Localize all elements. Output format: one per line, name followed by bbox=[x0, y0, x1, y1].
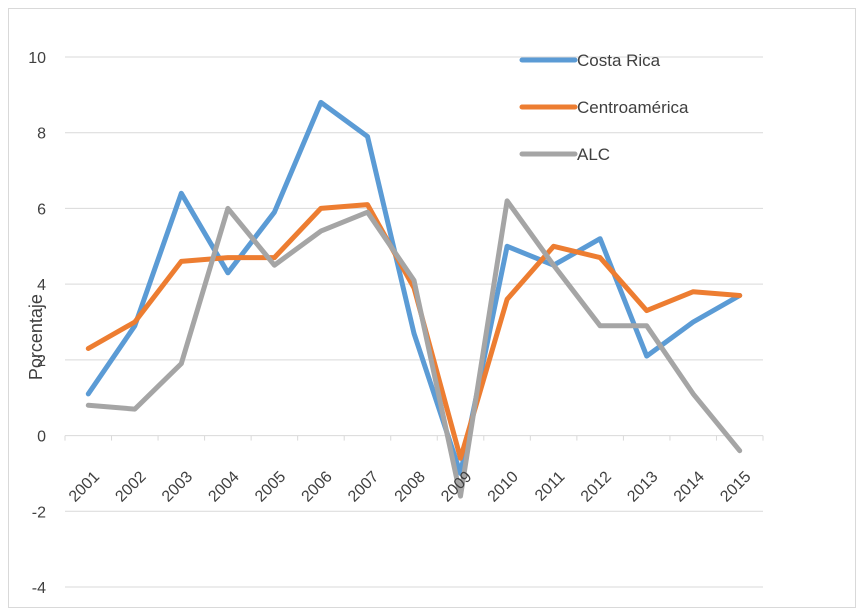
y-tick-label: -4 bbox=[32, 580, 46, 597]
legend-label: Centroamérica bbox=[577, 98, 689, 117]
x-tick-label: 2002 bbox=[112, 468, 149, 505]
x-tick-label: 2005 bbox=[252, 468, 289, 505]
x-tick-label: 2007 bbox=[345, 468, 382, 505]
legend: Costa Rica Centroamérica ALC bbox=[519, 51, 689, 164]
y-tick-label: 6 bbox=[37, 201, 46, 218]
x-tick-label: 2012 bbox=[578, 468, 615, 505]
x-tick-label: 2006 bbox=[299, 468, 336, 505]
x-tick-label: 2013 bbox=[624, 468, 661, 505]
x-tick-label: 2015 bbox=[717, 468, 754, 505]
legend-label: Costa Rica bbox=[577, 51, 661, 70]
x-tick-label: 2014 bbox=[671, 468, 708, 505]
legend-label: ALC bbox=[577, 145, 610, 164]
y-axis-label: Porcentaje bbox=[26, 294, 46, 380]
gridlines bbox=[65, 56, 763, 588]
y-tick-label: 0 bbox=[37, 429, 46, 446]
x-tick-label: 2003 bbox=[159, 468, 196, 505]
y-tick-label: -2 bbox=[32, 504, 46, 521]
x-tick-label: 2004 bbox=[206, 468, 243, 505]
series-lines bbox=[85, 99, 743, 499]
y-tick-label: 4 bbox=[37, 277, 46, 294]
y-tick-label: 8 bbox=[37, 126, 46, 143]
y-tick-label: 2 bbox=[37, 353, 46, 370]
x-tick-label: 2008 bbox=[392, 468, 429, 505]
y-axis-ticks: -4 -2 0 2 4 6 8 10 bbox=[28, 50, 46, 597]
x-tick-label: 2010 bbox=[485, 468, 522, 505]
x-tick-label: 2001 bbox=[66, 468, 103, 505]
x-tick-label: 2011 bbox=[532, 468, 568, 504]
x-axis-ticks: 2001 2002 2003 2004 2005 2006 2007 2008 2009 2010… bbox=[64, 435, 764, 506]
series-line-0 bbox=[85, 99, 743, 476]
y-tick-label: 10 bbox=[28, 50, 46, 67]
series-line-2 bbox=[85, 198, 743, 499]
x-tick-label: 2009 bbox=[438, 468, 475, 505]
